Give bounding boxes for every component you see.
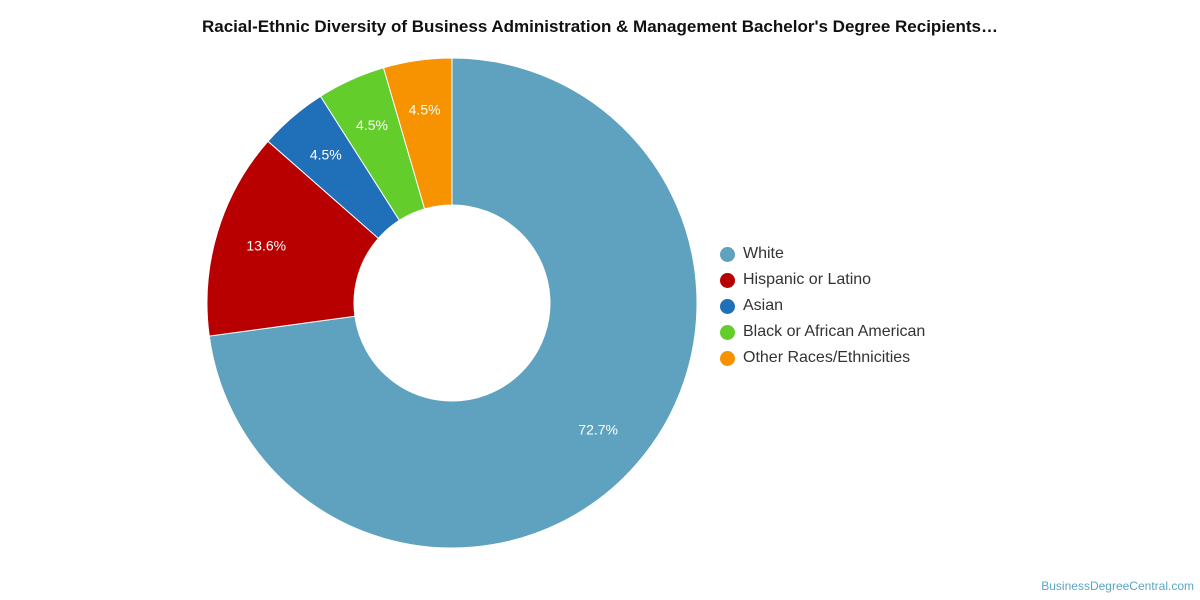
slice-white[interactable] [208, 57, 698, 549]
data-label: 4.5% [310, 146, 342, 162]
data-label: 72.7% [578, 421, 618, 437]
legend-item[interactable]: Asian [720, 293, 925, 319]
legend-item[interactable]: Other Races/Ethnicities [720, 345, 925, 371]
legend-item[interactable]: White [720, 241, 925, 267]
legend-swatch-icon [720, 272, 735, 288]
data-label: 4.5% [409, 102, 441, 118]
slices-layer [206, 57, 698, 549]
chart-title: Racial-Ethnic Diversity of Business Admi… [201, 17, 998, 36]
legend-item[interactable]: Black or African American [720, 319, 925, 345]
legend-swatch-icon [720, 298, 735, 314]
legend: White Hispanic or Latino Asian Black or Afr… [720, 241, 925, 371]
legend-label: White [743, 245, 784, 262]
data-label: 13.6% [246, 238, 286, 254]
legend-label: Black or African American [743, 323, 926, 340]
legend-swatch-icon [720, 350, 735, 366]
legend-label: Other Races/Ethnicities [743, 349, 911, 366]
legend-label: Asian [743, 297, 784, 314]
slice-hispanic-or-latino[interactable] [206, 140, 380, 337]
slice-other-races-ethnicities[interactable] [382, 57, 453, 210]
legend-swatch-icon [720, 246, 735, 262]
data-label: 4.5% [356, 117, 388, 133]
legend-label: Hispanic or Latino [743, 271, 872, 288]
source-credit[interactable]: BusinessDegreeCentral.com [1041, 579, 1194, 593]
legend-item[interactable]: Hispanic or Latino [720, 267, 925, 293]
data-labels-layer: 72.7% 13.6% 4.5% 4.5% 4.5% [246, 102, 618, 438]
legend-swatch-icon [720, 324, 735, 340]
